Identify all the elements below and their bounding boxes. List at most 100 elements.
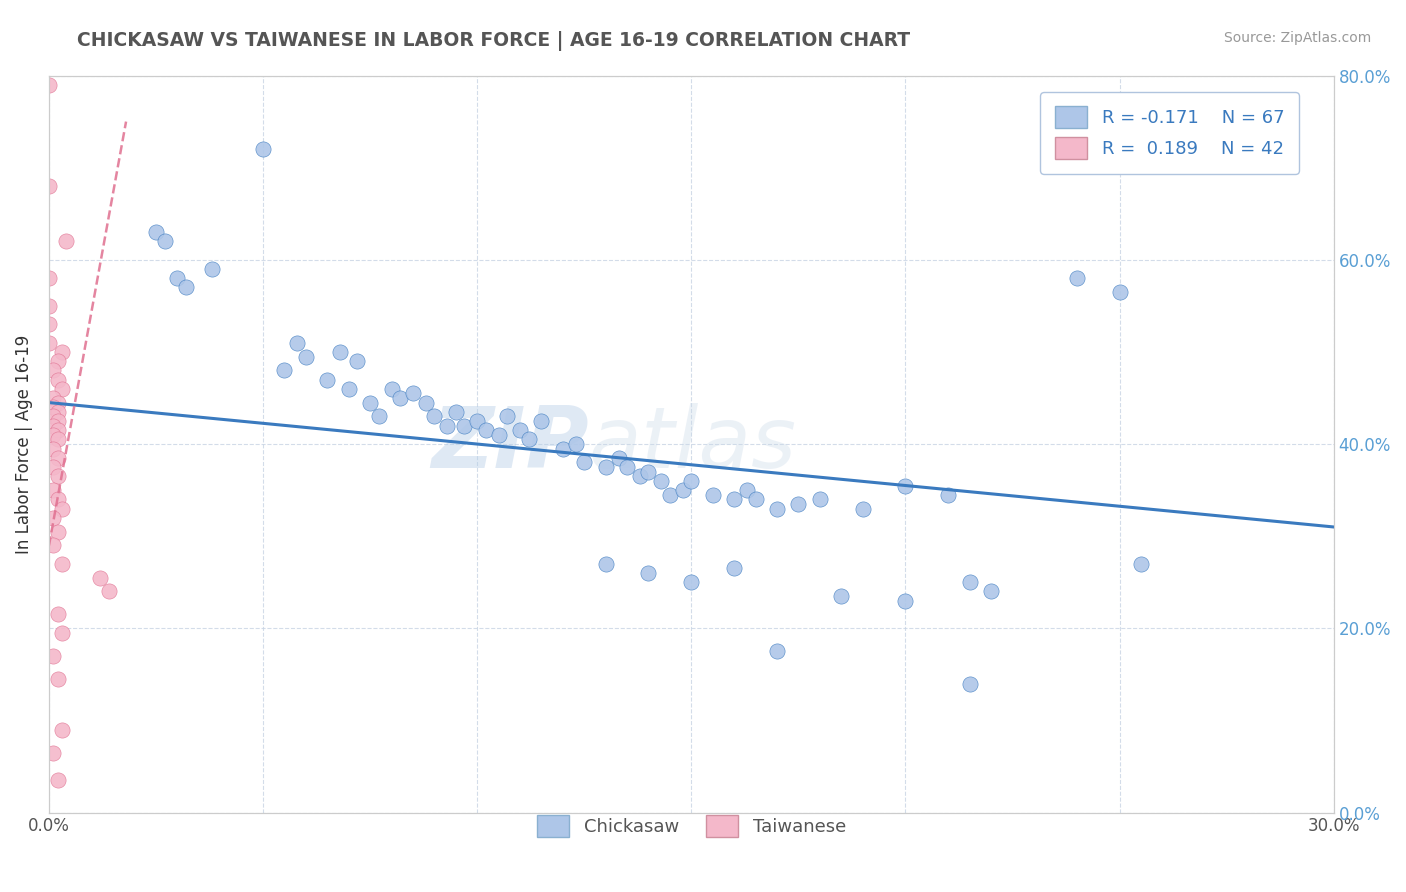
Point bbox=[616, 460, 638, 475]
Point bbox=[359, 395, 381, 409]
Point bbox=[42, 409, 65, 424]
Point bbox=[38, 318, 60, 332]
Point bbox=[564, 437, 586, 451]
Point bbox=[46, 469, 69, 483]
Point bbox=[46, 607, 69, 622]
Point bbox=[42, 746, 65, 760]
Point bbox=[38, 299, 60, 313]
Point bbox=[42, 418, 65, 433]
Point bbox=[1108, 285, 1130, 299]
Point bbox=[936, 488, 959, 502]
Text: ZIP: ZIP bbox=[430, 402, 589, 485]
Point bbox=[681, 575, 703, 590]
Point bbox=[1129, 557, 1152, 571]
Point bbox=[42, 442, 65, 456]
Point bbox=[252, 142, 274, 156]
Point bbox=[415, 395, 437, 409]
Point bbox=[894, 593, 917, 607]
Point bbox=[153, 235, 176, 249]
Point bbox=[530, 414, 553, 428]
Point bbox=[367, 409, 389, 424]
Point bbox=[735, 483, 758, 497]
Text: Source: ZipAtlas.com: Source: ZipAtlas.com bbox=[1223, 31, 1371, 45]
Point bbox=[329, 345, 352, 359]
Point bbox=[46, 524, 69, 539]
Point bbox=[46, 433, 69, 447]
Point bbox=[959, 676, 981, 690]
Point bbox=[650, 474, 672, 488]
Point bbox=[42, 363, 65, 377]
Point bbox=[672, 483, 695, 497]
Point bbox=[380, 382, 402, 396]
Point bbox=[444, 405, 467, 419]
Point bbox=[46, 450, 69, 465]
Text: CHICKASAW VS TAIWANESE IN LABOR FORCE | AGE 16-19 CORRELATION CHART: CHICKASAW VS TAIWANESE IN LABOR FORCE | … bbox=[77, 31, 911, 51]
Point bbox=[894, 478, 917, 492]
Point bbox=[337, 382, 360, 396]
Y-axis label: In Labor Force | Age 16-19: In Labor Force | Age 16-19 bbox=[15, 334, 32, 554]
Point bbox=[38, 78, 60, 92]
Point bbox=[595, 460, 617, 475]
Point bbox=[474, 423, 496, 437]
Point bbox=[681, 474, 703, 488]
Point bbox=[46, 773, 69, 788]
Point bbox=[38, 335, 60, 350]
Point bbox=[46, 373, 69, 387]
Point bbox=[46, 423, 69, 437]
Point bbox=[166, 271, 188, 285]
Point bbox=[496, 409, 519, 424]
Point bbox=[42, 400, 65, 414]
Point bbox=[808, 492, 831, 507]
Point bbox=[574, 455, 596, 469]
Point bbox=[174, 280, 197, 294]
Point bbox=[51, 345, 73, 359]
Point bbox=[389, 391, 412, 405]
Point bbox=[42, 538, 65, 552]
Point bbox=[42, 483, 65, 497]
Point bbox=[42, 648, 65, 663]
Point bbox=[55, 235, 77, 249]
Point bbox=[423, 409, 446, 424]
Point bbox=[607, 450, 630, 465]
Point bbox=[852, 501, 875, 516]
Point bbox=[702, 488, 724, 502]
Point bbox=[453, 418, 475, 433]
Point bbox=[51, 501, 73, 516]
Point bbox=[346, 354, 368, 368]
Point bbox=[46, 492, 69, 507]
Point bbox=[42, 427, 65, 442]
Point bbox=[402, 386, 425, 401]
Point bbox=[637, 465, 659, 479]
Point bbox=[787, 497, 810, 511]
Point bbox=[551, 442, 574, 456]
Point bbox=[766, 644, 789, 658]
Point bbox=[38, 179, 60, 194]
Point bbox=[51, 557, 73, 571]
Point bbox=[637, 566, 659, 580]
Point bbox=[46, 354, 69, 368]
Point bbox=[980, 584, 1002, 599]
Point bbox=[42, 510, 65, 524]
Point bbox=[830, 589, 852, 603]
Point bbox=[509, 423, 531, 437]
Point bbox=[42, 460, 65, 475]
Point bbox=[295, 350, 318, 364]
Point bbox=[38, 271, 60, 285]
Point bbox=[201, 262, 224, 277]
Point bbox=[658, 488, 681, 502]
Point bbox=[744, 492, 766, 507]
Point bbox=[285, 335, 308, 350]
Point bbox=[959, 575, 981, 590]
Point bbox=[97, 584, 120, 599]
Point bbox=[51, 723, 73, 737]
Point bbox=[517, 433, 540, 447]
Point bbox=[145, 225, 167, 239]
Point bbox=[488, 427, 510, 442]
Point bbox=[1066, 271, 1088, 285]
Legend: Chickasaw, Taiwanese: Chickasaw, Taiwanese bbox=[529, 807, 853, 844]
Point bbox=[46, 395, 69, 409]
Point bbox=[51, 382, 73, 396]
Point bbox=[436, 418, 458, 433]
Point bbox=[595, 557, 617, 571]
Point bbox=[723, 561, 745, 575]
